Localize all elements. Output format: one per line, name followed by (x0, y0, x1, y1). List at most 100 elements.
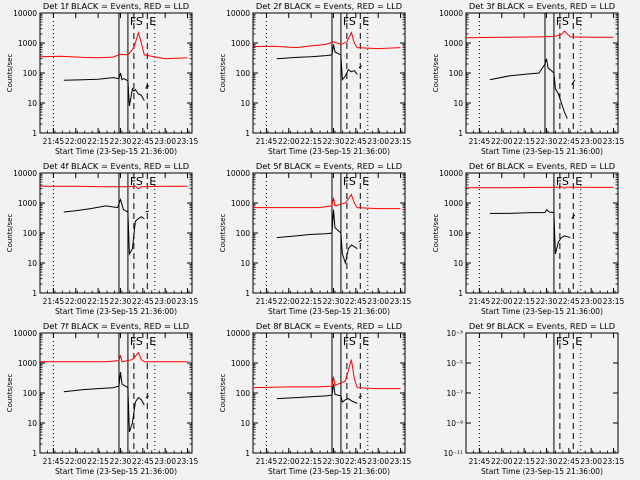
y-tick-label: 10000 (226, 329, 250, 338)
plot-frame (465, 172, 619, 294)
events-series-line (145, 83, 150, 89)
event-label-F: F (343, 15, 349, 28)
y-tick-label: 1 (245, 289, 250, 298)
events-series-line (63, 72, 145, 106)
y-tick-label: 10000 (226, 9, 250, 18)
events-series-line (145, 210, 149, 213)
y-tick-label: 1000 (18, 199, 37, 208)
x-tick-label: 22:30 (536, 297, 558, 306)
plot-frame (39, 172, 193, 294)
event-label-S: S (349, 15, 356, 28)
y-tick-label: 1 (32, 129, 37, 138)
y-tick-label: 10⁻⁹ (446, 419, 463, 428)
panel-title: Det 5f BLACK = Events, RED = LLD (256, 161, 402, 171)
plot-frame (39, 332, 193, 454)
lld-series-line (40, 351, 188, 363)
panel-title: Det 7f BLACK = Events, RED = LLD (43, 321, 189, 331)
x-axis-label: Start Time (23-Sep-15 21:36:00) (268, 307, 390, 316)
x-tick-label: 23:00 (367, 457, 389, 466)
x-tick-label: 22:00 (278, 137, 300, 146)
x-tick-label: 22:00 (278, 457, 300, 466)
lld-series-line (253, 193, 401, 210)
y-tick-label: 1000 (231, 39, 250, 48)
x-tick-label: 21:45 (43, 297, 65, 306)
event-label-F: F (130, 175, 136, 188)
x-tick-label: 23:15 (390, 457, 412, 466)
x-tick-label: 22:00 (491, 297, 513, 306)
y-tick-label: 10 (240, 99, 250, 108)
x-tick-label: 22:30 (323, 137, 345, 146)
x-tick-label: 23:00 (580, 137, 602, 146)
x-tick-label: 22:15 (87, 457, 109, 466)
panel-det-4f: Det 4f BLACK = Events, RED = LLD 1 10 100 10… (6, 161, 199, 316)
x-tick-label: 22:00 (278, 297, 300, 306)
lld-series-line (466, 186, 614, 189)
x-tick-label: 22:15 (513, 137, 535, 146)
x-tick-label: 22:45 (132, 137, 154, 146)
x-tick-label: 22:00 (65, 137, 87, 146)
x-tick-label: 23:15 (177, 297, 199, 306)
y-tick-label: 10⁻¹¹ (443, 449, 463, 458)
events-series-line (358, 239, 363, 243)
y-tick-label: 1000 (231, 199, 250, 208)
x-tick-label: 21:45 (469, 457, 491, 466)
lld-series-line (40, 185, 188, 190)
y-tick-label: 10⁻⁵ (446, 359, 463, 368)
plot-frame (252, 332, 406, 454)
x-axis-label: Start Time (23-Sep-15 21:36:00) (55, 307, 177, 316)
x-tick-label: 21:45 (469, 137, 491, 146)
y-tick-label: 10⁻³ (446, 329, 463, 338)
x-tick-label: 22:15 (513, 297, 535, 306)
x-tick-label: 22:45 (558, 137, 580, 146)
x-tick-label: 22:30 (536, 457, 558, 466)
y-tick-label: 100 (449, 69, 464, 78)
x-tick-label: 23:00 (580, 457, 602, 466)
x-tick-label: 22:45 (558, 457, 580, 466)
event-label-S: S (562, 335, 569, 348)
event-label-E: E (149, 335, 156, 348)
y-tick-label: 10000 (13, 329, 37, 338)
y-tick-label: 10 (27, 419, 37, 428)
event-label-F: F (343, 175, 349, 188)
panel-det-5f: Det 5f BLACK = Events, RED = LLD 1 10 100 10… (219, 161, 412, 316)
event-label-S: S (562, 15, 569, 28)
panel-det-8f: Det 8f BLACK = Events, RED = LLD 1 10 100 10… (219, 321, 412, 476)
y-tick-label: 1000 (18, 359, 37, 368)
event-label-E: E (575, 335, 582, 348)
panel-title: Det 6f BLACK = Events, RED = LLD (469, 161, 615, 171)
events-series-line (63, 198, 145, 256)
y-tick-label: 1 (245, 449, 250, 458)
x-tick-label: 23:00 (154, 297, 176, 306)
x-tick-label: 21:45 (256, 137, 278, 146)
x-tick-label: 22:45 (345, 457, 367, 466)
panel-title: Det 8f BLACK = Events, RED = LLD (256, 321, 402, 331)
lld-series-line (40, 30, 188, 60)
y-tick-label: 10000 (13, 9, 37, 18)
panel-det-1f: Det 1f BLACK = Events, RED = LLD 1 10 100 10… (6, 1, 199, 156)
events-series-line (358, 65, 363, 69)
panel-det-9f: Det 9f BLACK = Events, RED = LLD 10⁻¹¹ 10⁻… (443, 321, 624, 476)
y-axis-label: Counts/sec (6, 214, 14, 253)
y-tick-label: 100 (23, 229, 38, 238)
y-tick-label: 10 (453, 259, 463, 268)
x-tick-label: 22:30 (110, 137, 132, 146)
panel-det-2f: Det 2f BLACK = Events, RED = LLD 1 10 100 10… (219, 1, 412, 156)
y-tick-label: 1000 (18, 39, 37, 48)
event-label-S: S (562, 175, 569, 188)
y-tick-label: 1 (458, 129, 463, 138)
x-tick-label: 22:00 (491, 137, 513, 146)
events-series-line (489, 208, 571, 255)
plot-frame (252, 12, 406, 134)
events-series-line (571, 79, 576, 86)
x-tick-label: 23:15 (177, 457, 199, 466)
x-axis-label: Start Time (23-Sep-15 21:36:00) (481, 307, 603, 316)
event-label-E: E (362, 335, 369, 348)
events-series-line (571, 214, 576, 220)
x-tick-label: 22:15 (87, 137, 109, 146)
y-axis-label: Counts/sec (432, 214, 440, 253)
x-tick-label: 22:30 (110, 297, 132, 306)
y-axis-label: Counts/sec (219, 214, 227, 253)
y-tick-label: 1 (458, 289, 463, 298)
lld-series-line (253, 31, 401, 50)
